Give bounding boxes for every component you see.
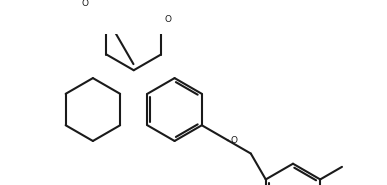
Text: O: O bbox=[81, 0, 88, 8]
Text: O: O bbox=[164, 15, 171, 24]
Text: O: O bbox=[230, 136, 237, 145]
